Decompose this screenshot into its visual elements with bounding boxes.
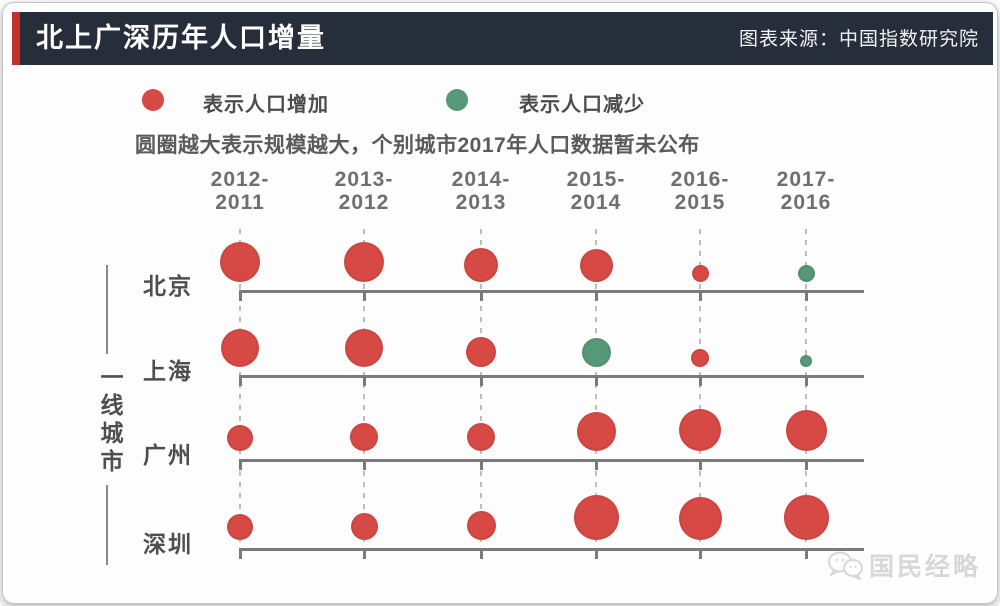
chart-source: 图表来源：中国指数研究院 — [738, 29, 979, 50]
column-guide-line — [363, 229, 365, 550]
title-accent-bar — [12, 12, 20, 65]
bubble-increase — [221, 329, 259, 367]
watermark: 国民经略 — [827, 547, 981, 583]
period-line1: 2015- — [566, 168, 626, 191]
axis-tick — [363, 550, 366, 559]
row-axis-line — [239, 548, 864, 551]
period-header: 2016- 2015 — [640, 168, 760, 214]
bubble-increase — [573, 495, 619, 540]
city-label: 深圳 — [143, 531, 193, 557]
bubble-increase — [227, 425, 253, 451]
bubble-increase — [691, 349, 709, 367]
period-header: 2013- 2012 — [304, 168, 424, 214]
legend-increase-label: 表示人口增加 — [203, 94, 329, 116]
bubble-increase — [576, 412, 616, 451]
period-line2: 2012 — [338, 191, 390, 214]
bubble-increase — [679, 409, 721, 451]
axis-tick — [595, 550, 598, 559]
axis-tick — [699, 377, 702, 386]
axis-tick — [595, 461, 598, 470]
chart-note: 圆圈越大表示规模越大，个别城市2017年人口数据暂未公布 — [135, 134, 700, 157]
axis-tick — [699, 461, 702, 470]
city-label: 广州 — [143, 442, 193, 468]
period-line1: 2013- — [334, 168, 394, 191]
column-guide-line — [595, 229, 597, 550]
axis-tick — [363, 461, 366, 470]
axis-tick — [595, 377, 598, 386]
row-axis-line — [239, 290, 864, 293]
title-bar: 北上广深历年人口增量 图表来源：中国指数研究院 — [12, 12, 993, 65]
axis-tick — [480, 377, 483, 386]
bubble-increase — [691, 265, 709, 282]
period-line1: 2017- — [776, 168, 836, 191]
period-line2: 2015 — [674, 191, 726, 214]
axis-tick — [595, 292, 598, 301]
axis-tick — [480, 292, 483, 301]
period-line2: 2011 — [215, 191, 265, 214]
period-header: 2014- 2013 — [421, 168, 541, 214]
city-label: 北京 — [143, 273, 193, 299]
bubble-increase — [678, 497, 722, 540]
decrease-dot-icon — [446, 89, 468, 111]
column-guide-line — [805, 229, 807, 550]
bubble-increase — [467, 423, 495, 451]
group-bracket-top — [106, 265, 108, 354]
period-line2: 2013 — [455, 191, 507, 214]
bubble-increase — [785, 410, 827, 451]
bubble-increase — [466, 337, 496, 367]
city-label: 上海 — [143, 358, 193, 384]
increase-dot-icon — [142, 89, 164, 111]
period-line2: 2014 — [570, 191, 622, 214]
bubble-increase — [466, 511, 496, 540]
axis-tick — [699, 550, 702, 559]
bubble-increase — [350, 423, 378, 451]
axis-tick — [239, 377, 242, 386]
bubble-increase — [783, 495, 829, 540]
row-axis-line — [239, 375, 864, 378]
column-guide-line — [239, 229, 241, 550]
axis-tick — [805, 377, 808, 386]
bubble-increase — [345, 329, 383, 367]
watermark-text: 国民经略 — [868, 553, 981, 581]
bubble-increase — [579, 249, 613, 282]
axis-tick — [239, 292, 242, 301]
axis-tick — [805, 292, 808, 301]
period-line1: 2016- — [670, 168, 730, 191]
period-header: 2015- 2014 — [536, 168, 656, 214]
period-line1: 2014- — [451, 168, 511, 191]
bubble-increase — [344, 242, 384, 282]
axis-tick — [480, 461, 483, 470]
period-line2: 2016 — [780, 191, 832, 214]
bubble-increase — [220, 242, 260, 282]
axis-tick — [363, 377, 366, 386]
page-title: 北上广深历年人口增量 — [36, 23, 326, 53]
bubble-increase — [464, 248, 498, 282]
period-header: 2017- 2016 — [746, 168, 866, 214]
bubble-increase — [350, 513, 378, 540]
axis-tick — [805, 550, 808, 559]
bubble-decrease — [800, 355, 812, 367]
bubble-decrease — [797, 265, 815, 282]
column-guide-line — [699, 229, 701, 550]
group-bracket-bottom — [106, 485, 108, 565]
column-guide-line — [480, 229, 482, 550]
bubble-decrease — [581, 338, 611, 367]
legend-decrease-label: 表示人口减少 — [519, 94, 645, 116]
period-line1: 2012- — [210, 168, 270, 191]
axis-tick — [805, 461, 808, 470]
period-header: 2012- 2011 — [180, 168, 300, 214]
axis-tick — [363, 292, 366, 301]
axis-tick — [480, 550, 483, 559]
wechat-bubbles-icon — [827, 551, 863, 580]
row-axis-line — [239, 459, 864, 462]
group-label: 一线城市 — [97, 365, 123, 477]
axis-tick — [699, 292, 702, 301]
axis-tick — [239, 461, 242, 470]
bubble-increase — [227, 514, 253, 540]
axis-tick — [239, 550, 242, 559]
